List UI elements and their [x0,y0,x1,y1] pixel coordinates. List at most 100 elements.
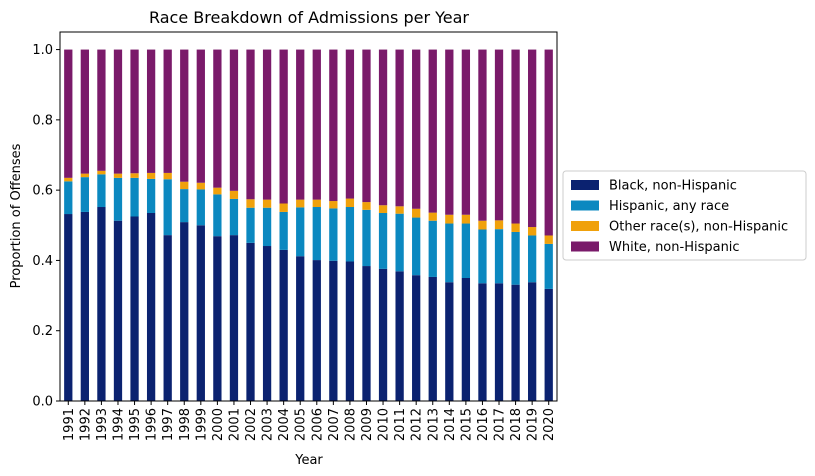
legend-label: White, non-Hispanic [609,240,740,255]
bar-segment-1994-series-3 [113,49,123,174]
bar-segment-2002-series-2 [246,199,255,208]
bar-segment-2017-series-3 [494,49,504,221]
bar-segment-2006-series-1 [312,207,321,261]
bar-segment-1993-series-3 [97,49,106,171]
x-tick-label: 2016 [476,408,491,441]
bar-segment-2015-series-3 [461,49,471,215]
bar-segment-1992-series-0 [80,211,89,401]
x-tick-label: 2000 [211,408,226,441]
bar-segment-2002-series-3 [246,49,255,200]
x-tick-label: 1991 [62,408,77,441]
bar-segment-2003-series-1 [262,207,272,247]
bar-segment-1991-series-0 [64,214,73,401]
y-tick-label: 0.2 [32,324,53,339]
bar-segment-1998-series-3 [180,49,189,182]
bar-segment-2017-series-0 [494,283,504,401]
bar-segment-2011-series-3 [395,49,404,207]
bar-segment-2003-series-3 [262,49,272,200]
y-tick-label: 0.8 [32,113,53,128]
y-axis-label: Proportion of Offenses [9,143,24,288]
bar-segment-2008-series-1 [345,207,355,262]
y-tick-label: 0.0 [32,395,53,410]
x-tick-label: 2009 [360,408,375,441]
bar-segment-2000-series-2 [213,187,222,195]
bar-segment-2008-series-2 [345,198,355,208]
bar-segment-1997-series-2 [163,172,172,180]
bar-segment-1997-series-3 [163,49,172,173]
legend-label: Hispanic, any race [609,199,729,214]
bar-segment-2019-series-0 [528,282,537,401]
x-tick-label: 2020 [542,408,557,441]
bar-segment-2003-series-2 [262,199,272,208]
x-tick-label: 2007 [327,408,342,441]
bar-segment-1996-series-2 [146,172,156,179]
bar-segment-2013-series-0 [428,276,437,401]
bar-segment-2000-series-3 [213,49,222,188]
legend-label: Other race(s), non-Hispanic [609,220,788,235]
bar-segment-1995-series-0 [130,216,139,401]
bar-segment-1996-series-1 [146,178,156,213]
bar-segment-2013-series-1 [428,220,437,277]
x-tick-label: 2014 [443,408,458,441]
bar-segment-2020-series-0 [544,288,553,401]
bar-segment-2007-series-3 [329,49,338,202]
bar-segment-2017-series-2 [494,220,504,230]
bar-segment-1999-series-3 [196,49,205,183]
bar-segment-2020-series-3 [544,49,553,236]
legend: Black, non-Hispanic Hispanic, any race Oth… [562,170,807,261]
bar-segment-2018-series-0 [511,284,520,401]
bar-segment-2018-series-2 [511,223,520,232]
x-tick-label: 2019 [526,408,541,441]
bar-segment-1996-series-0 [146,212,156,401]
bar-segment-2017-series-1 [494,229,504,284]
bar-segment-1993-series-0 [97,207,106,401]
x-tick-label: 2002 [244,408,259,441]
legend-swatch [571,221,599,231]
bar-segment-1994-series-0 [113,220,123,401]
bar-segment-2019-series-1 [528,235,537,283]
bar-segment-2019-series-3 [528,49,537,228]
x-tick-label: 1997 [161,408,176,441]
y-axis: 0.0 0.2 0.4 0.6 0.8 1.0 [32,43,60,410]
bar-segment-1997-series-0 [163,235,172,401]
legend-swatch [571,200,599,211]
bar-segment-2005-series-0 [296,256,305,401]
x-tick-label: 2004 [277,408,292,441]
bar-segment-2014-series-0 [445,282,454,401]
bar-segment-2014-series-1 [445,223,454,283]
bar-segment-2001-series-2 [229,190,239,199]
plot-frame [59,31,558,402]
bar-segment-1992-series-1 [80,177,89,212]
bar-segment-2007-series-0 [329,260,338,401]
bar-segment-2013-series-2 [428,212,437,221]
bar-segment-2008-series-3 [345,49,355,199]
bar-segment-2011-series-0 [395,271,404,401]
bar-segment-1999-series-0 [196,225,205,401]
bar-segment-1998-series-0 [180,222,189,401]
bar-segment-1994-series-1 [113,177,123,221]
bar-segment-2005-series-1 [296,207,305,257]
bar-segment-2012-series-1 [412,217,421,276]
bar-segment-1991-series-2 [64,177,73,182]
x-tick-label: 2011 [393,408,408,441]
bar-segment-2012-series-2 [412,208,421,218]
x-axis: 1991 1992 1993 1994 1995 1996 1997 1998 1999 2000… [62,401,557,441]
bar-segment-2003-series-0 [262,246,272,401]
bar-segment-1995-series-1 [130,177,139,217]
bar-segment-2006-series-0 [312,260,321,401]
bar-segment-2006-series-3 [312,49,321,200]
bar-segment-2009-series-3 [362,49,371,203]
bar-segment-1995-series-2 [130,173,139,178]
bar-segment-2008-series-0 [345,261,355,401]
x-tick-label: 2005 [294,408,309,441]
x-tick-label: 2008 [343,408,358,441]
bar-segment-1991-series-3 [64,49,73,178]
bar-segment-2015-series-0 [461,278,471,401]
bar-segment-2018-series-1 [511,231,520,285]
x-tick-label: 2001 [227,408,242,441]
bar-segment-2009-series-2 [362,202,371,210]
bar-segment-1995-series-3 [130,49,139,174]
legend-label: Black, non-Hispanic [609,179,737,194]
bar-segment-2010-series-0 [378,268,388,401]
